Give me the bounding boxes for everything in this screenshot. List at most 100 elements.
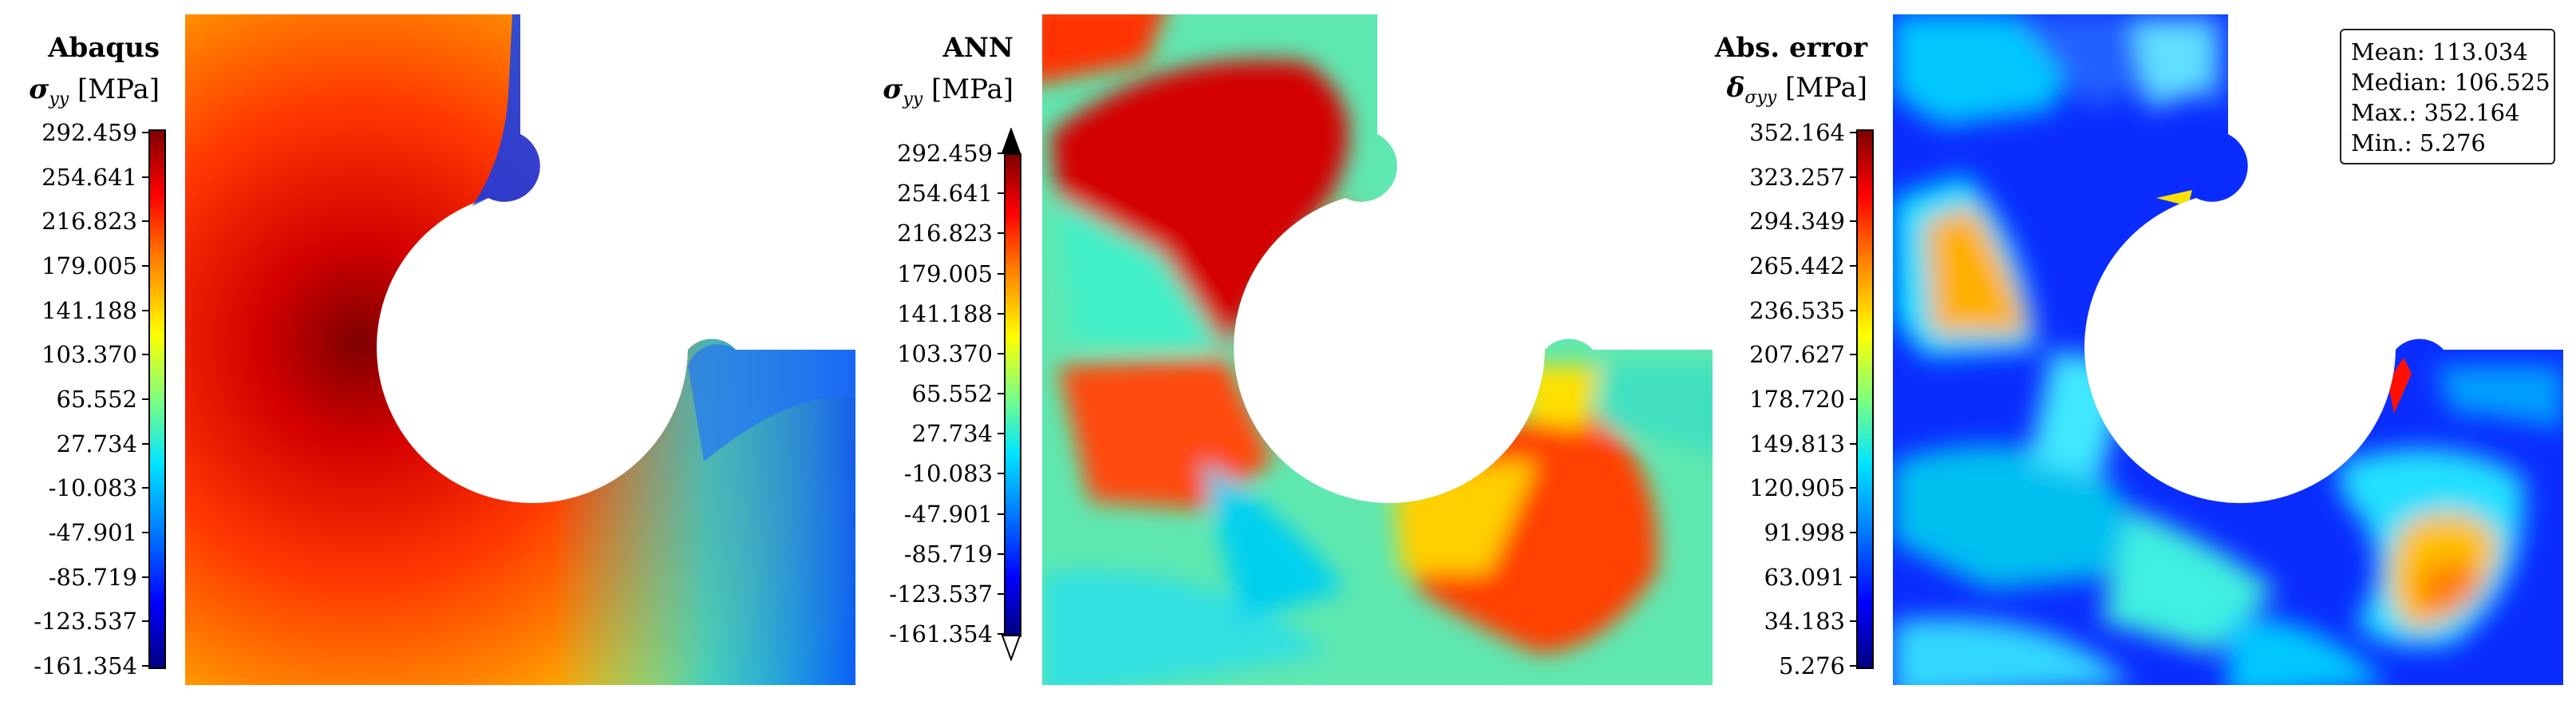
colorbar-tick (142, 665, 148, 667)
colorbar-tick (142, 442, 148, 445)
colorbar-tick-label: 216.823 (41, 208, 137, 236)
quantity-symbol: δ (1726, 72, 1745, 104)
quantity-subscript: yy (49, 89, 69, 109)
colorbar-extend-min (1001, 635, 1021, 661)
colorbar-tick (142, 265, 148, 267)
colorbar-tick (142, 132, 148, 133)
colorbar-tick (142, 176, 148, 178)
quantity-symbol: σ (883, 73, 903, 105)
colorbar-tick (998, 393, 1004, 394)
colorbar (148, 129, 166, 669)
panel-title: Abaqus (48, 32, 160, 64)
colorbar (1856, 129, 1874, 669)
colorbar-tick-label: 149.813 (1749, 430, 1845, 457)
colorbar-tick-label: -47.901 (48, 519, 137, 546)
colorbar-tick (1850, 132, 1856, 133)
stat-min: Min.: 5.276 (2351, 129, 2486, 156)
colorbar-tick-label: 254.641 (897, 180, 993, 208)
colorbar-tick (998, 272, 1004, 275)
colorbar-tick-label: 292.459 (897, 140, 993, 167)
colorbar-tick-label: 5.276 (1778, 652, 1845, 679)
colorbar-tick-label: 65.552 (56, 386, 137, 413)
colorbar-tick-label: 216.823 (897, 220, 993, 248)
panel-title: Abs. error (1714, 32, 1867, 64)
colorbar-tick (998, 312, 1004, 315)
colorbar-tick-label: 179.005 (41, 252, 137, 279)
quantity-unit: [MPa] (77, 73, 160, 105)
quantity-symbol: σ (29, 73, 49, 105)
colorbar-tick-label: 294.349 (1749, 208, 1845, 236)
colorbar-tick-label: 207.627 (1749, 341, 1845, 369)
colorbar-tick (998, 433, 1004, 435)
colorbar (1004, 153, 1021, 637)
colorbar-tick-label: 236.535 (1749, 296, 1845, 324)
colorbar-tick (998, 633, 1004, 635)
colorbar-tick-label: -161.354 (34, 652, 137, 679)
stat-median: Median: 106.525 (2351, 69, 2550, 96)
colorbar-tick-label: 103.370 (897, 339, 993, 367)
colorbar-tick (998, 352, 1004, 354)
colorbar-tick-label: 141.188 (41, 296, 137, 324)
quantity-label: σyy [MPa] (0, 73, 160, 116)
colorbar-tick (1850, 354, 1856, 356)
stat-mean: Mean: 113.034 (2351, 38, 2528, 65)
colorbar-tick-label: -161.354 (889, 620, 993, 648)
colorbar-tick-label: -47.901 (903, 500, 993, 528)
colorbar-tick-label: 27.734 (56, 430, 137, 457)
colorbar-tick (142, 398, 148, 400)
colorbar-tick-label: -10.083 (903, 460, 993, 488)
stress-field-abaqus (185, 14, 855, 685)
quantity-label: σyy [MPa] (854, 73, 1013, 116)
colorbar-tick (998, 232, 1004, 235)
colorbar-tick (142, 576, 148, 578)
colorbar-tick-label: -85.719 (48, 563, 137, 591)
quantity-subscript: yy (903, 89, 923, 109)
colorbar-tick (1850, 576, 1856, 578)
colorbar-tick (142, 354, 148, 356)
colorbar-tick-label: 63.091 (1764, 563, 1845, 591)
colorbar-tick-label: 103.370 (41, 341, 137, 369)
colorbar-extend-max (1001, 128, 1021, 154)
quantity-unit: [MPa] (931, 73, 1013, 105)
colorbar-tick-label: 179.005 (897, 259, 993, 287)
colorbar-tick (142, 620, 148, 623)
colorbar-tick (998, 192, 1004, 195)
colorbar-tick-label: 27.734 (911, 420, 993, 448)
panel-title: ANN (942, 32, 1013, 64)
colorbar-tick (998, 152, 1004, 154)
quantity-unit: [MPa] (1785, 72, 1867, 104)
stats-box: Mean: 113.034 Median: 106.525 Max.: 352.… (2340, 29, 2555, 164)
quantity-subscript: σyy (1744, 87, 1777, 108)
colorbar-tick-label: 323.257 (1749, 163, 1845, 191)
colorbar-tick (142, 220, 148, 223)
colorbar-tick-label: -10.083 (48, 474, 137, 502)
colorbar-tick (998, 473, 1004, 475)
colorbar-tick (1850, 309, 1856, 311)
stat-max: Max.: 352.164 (2351, 99, 2520, 126)
colorbar-tick-label: 120.905 (1749, 474, 1845, 502)
colorbar-tick-label: 352.164 (1749, 119, 1845, 146)
colorbar-tick (1850, 220, 1856, 223)
colorbar-tick (998, 592, 1004, 595)
colorbar-tick-label: -123.537 (889, 580, 993, 608)
colorbar-tick (1850, 487, 1856, 489)
colorbar-tick (142, 487, 148, 489)
colorbar-tick-label: -85.719 (903, 540, 993, 568)
colorbar-tick-label: 141.188 (897, 299, 993, 327)
colorbar-tick (1850, 398, 1856, 400)
colorbar-tick-label: 178.720 (1749, 386, 1845, 413)
stress-field-ann (1042, 14, 1713, 685)
colorbar-tick-label: 91.998 (1764, 519, 1845, 546)
colorbar-tick-label: 34.183 (1764, 608, 1845, 636)
colorbar-tick (1850, 442, 1856, 445)
colorbar-tick-label: 65.552 (911, 380, 993, 407)
colorbar-tick (1850, 176, 1856, 178)
colorbar-tick (1850, 532, 1856, 533)
colorbar-tick (998, 552, 1004, 555)
quantity-label: δσyy [MPa] (1676, 72, 1867, 114)
colorbar-tick-label: 265.442 (1749, 252, 1845, 279)
colorbar-tick (142, 532, 148, 533)
colorbar-tick (1850, 665, 1856, 667)
colorbar-tick-label: 292.459 (41, 119, 137, 146)
colorbar-tick (142, 309, 148, 311)
